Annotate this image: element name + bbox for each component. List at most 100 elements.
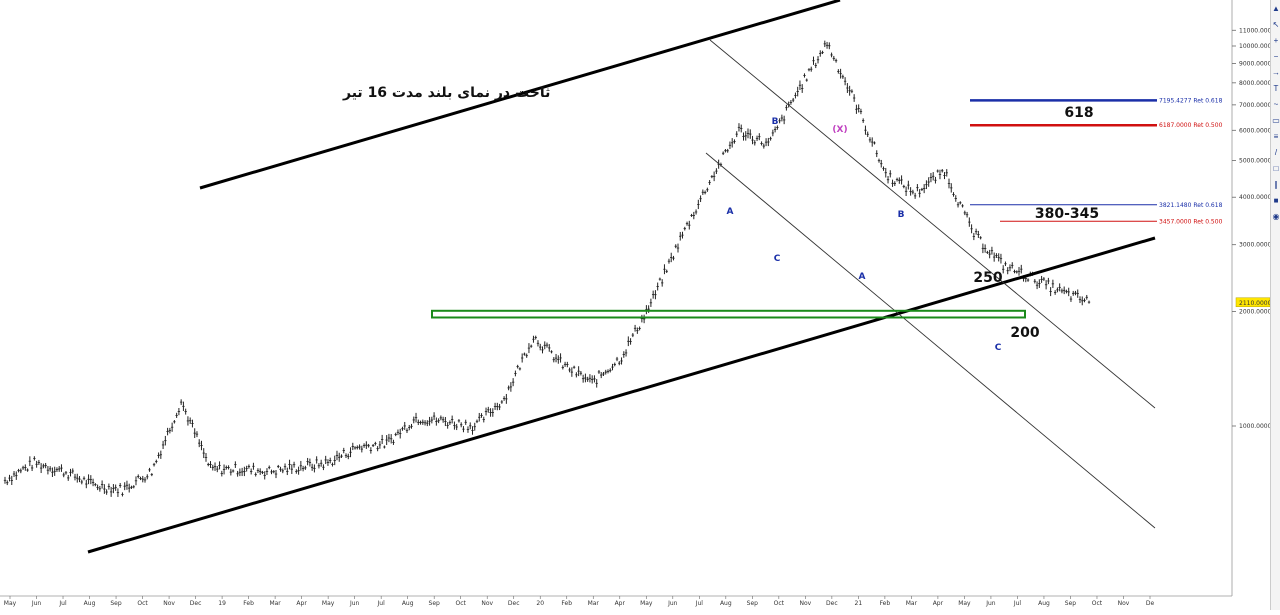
x-tick-label: Jun: [985, 600, 996, 607]
y-tick-label: 2000.0000: [1239, 309, 1272, 316]
level-label: 380-345: [1035, 206, 1099, 222]
last-price-label: 2110.0000: [1239, 300, 1272, 307]
x-tick-label: May: [4, 600, 17, 607]
level-label: 618: [1064, 105, 1093, 121]
x-tick-label: Sep: [1065, 600, 1077, 607]
wave-label: A: [859, 272, 866, 282]
x-tick-label: Jun: [349, 600, 360, 607]
x-tick-label: Dec: [190, 600, 202, 607]
y-tick-label: 1000.0000: [1239, 423, 1272, 430]
annotation-labels: 618 380-345 250 200 B (X) A C B A C: [727, 105, 1100, 353]
x-tick-label: Nov: [1118, 600, 1130, 607]
lock-icon[interactable]: ■: [1273, 196, 1279, 205]
fib-level-label: 3821.1480 Ret 0.618: [1159, 202, 1223, 209]
y-tick-label: 10000.0000: [1239, 43, 1275, 50]
x-tick-label: Sep: [429, 600, 441, 607]
x-tick-label: Sep: [747, 600, 759, 607]
x-tick-label: Mar: [906, 600, 918, 607]
x-tick-label: De: [1146, 600, 1155, 607]
fib-level-label: 7195.4277 Ret 0.618: [1159, 97, 1223, 104]
arrow-up-icon[interactable]: ▲: [1272, 4, 1280, 13]
y-tick-label: 5000.0000: [1239, 157, 1272, 164]
x-tick-label: May: [322, 600, 335, 607]
upper-trendline[interactable]: [199, 0, 841, 190]
wave-label: (X): [832, 125, 847, 135]
brush-icon[interactable]: ~: [1273, 100, 1279, 109]
wave-label: A: [727, 207, 734, 217]
x-tick-label: Oct: [456, 600, 467, 607]
x-tick-label: Mar: [588, 600, 600, 607]
y-tick-label: 8000.0000: [1239, 80, 1272, 87]
x-tick-label: Aug: [720, 600, 732, 607]
x-tick-label: Dec: [508, 600, 520, 607]
y-tick-label: 11000.0000: [1239, 27, 1275, 34]
x-tick-label: Feb: [243, 600, 254, 607]
x-tick-label: 21: [855, 600, 863, 607]
x-tick-label: May: [640, 600, 653, 607]
x-tick-label: Dec: [826, 600, 838, 607]
y-tick-label: 6000.0000: [1239, 127, 1272, 134]
x-tick-label: Apr: [933, 600, 944, 607]
x-tick-label: May: [958, 600, 971, 607]
x-axis[interactable]: May Jun Jul Aug Sep Oct Nov Dec 19 Feb Mar Apr May Ju…: [0, 595, 1232, 607]
channel-icon[interactable]: ∥: [1274, 180, 1278, 189]
wave-label: C: [995, 343, 1002, 353]
arrow-icon[interactable]: →: [1272, 68, 1280, 77]
fib-level-label: 3457.0000 Ret 0.500: [1159, 218, 1223, 225]
eye-icon[interactable]: ◉: [1272, 212, 1280, 221]
x-tick-label: Aug: [402, 600, 414, 607]
fib-level-label: 6187.0000 Ret 0.500: [1159, 122, 1223, 129]
channel-lower-line[interactable]: [705, 152, 1156, 529]
x-tick-label: Jun: [31, 600, 42, 607]
wave-label: B: [898, 210, 905, 220]
x-tick-label: Feb: [880, 600, 891, 607]
x-tick-label: Nov: [481, 600, 493, 607]
x-tick-label: Sep: [110, 600, 122, 607]
y-tick-label: 3000.0000: [1239, 242, 1272, 249]
lower-trendline[interactable]: [87, 236, 1156, 554]
x-tick-label: Jul: [1013, 600, 1022, 607]
chart-title: ثاخت در نمای بلند مدت 16 تیر: [342, 85, 550, 101]
minus-icon[interactable]: −: [1273, 52, 1279, 61]
x-tick-label: Jul: [377, 600, 386, 607]
shapes-icon[interactable]: ▭: [1272, 116, 1280, 125]
cursor-icon[interactable]: ↖: [1272, 20, 1280, 29]
wave-label: C: [774, 254, 781, 264]
price-bars: [3, 40, 1091, 497]
y-tick-label: 4000.0000: [1239, 194, 1272, 201]
x-tick-label: Aug: [84, 600, 96, 607]
wave-label: B: [772, 117, 779, 127]
x-tick-label: Mar: [269, 600, 281, 607]
rect-icon[interactable]: □: [1273, 164, 1279, 173]
x-tick-label: 19: [218, 600, 226, 607]
x-tick-label: Oct: [774, 600, 785, 607]
drawing-toolbar[interactable]: ▲ ↖ + − → T ~ ▭ ≡ / □ ∥ ■ ◉: [1270, 0, 1280, 610]
line-icon[interactable]: /: [1274, 148, 1278, 157]
level-label: 250: [973, 270, 1002, 286]
x-tick-label: Nov: [163, 600, 175, 607]
plus-icon[interactable]: +: [1273, 36, 1279, 45]
x-tick-label: Jul: [695, 600, 704, 607]
y-tick-label: 9000.0000: [1239, 60, 1272, 67]
x-tick-label: 20: [536, 600, 544, 607]
y-tick-label: 7000.0000: [1239, 102, 1272, 109]
x-tick-label: Oct: [1092, 600, 1103, 607]
x-tick-label: Apr: [615, 600, 626, 607]
x-tick-label: Jul: [58, 600, 67, 607]
x-tick-label: Oct: [137, 600, 148, 607]
fib-icon[interactable]: ≡: [1273, 132, 1279, 141]
x-tick-label: Nov: [799, 600, 811, 607]
channel-upper-line[interactable]: [709, 39, 1156, 409]
x-tick-label: Apr: [296, 600, 307, 607]
support-zone[interactable]: [431, 309, 1026, 319]
fib-retracement-levels[interactable]: 7195.4277 Ret 0.618 6187.0000 Ret 0.500 38…: [970, 97, 1223, 225]
x-tick-label: Feb: [561, 600, 572, 607]
x-tick-label: Aug: [1038, 600, 1050, 607]
y-axis[interactable]: 11000.0000 10000.0000 9000.0000 8000.0000 70…: [1231, 0, 1275, 596]
text-icon[interactable]: T: [1273, 84, 1279, 93]
overlay-drawings[interactable]: [87, 0, 1156, 554]
x-tick-label: Jun: [667, 600, 678, 607]
